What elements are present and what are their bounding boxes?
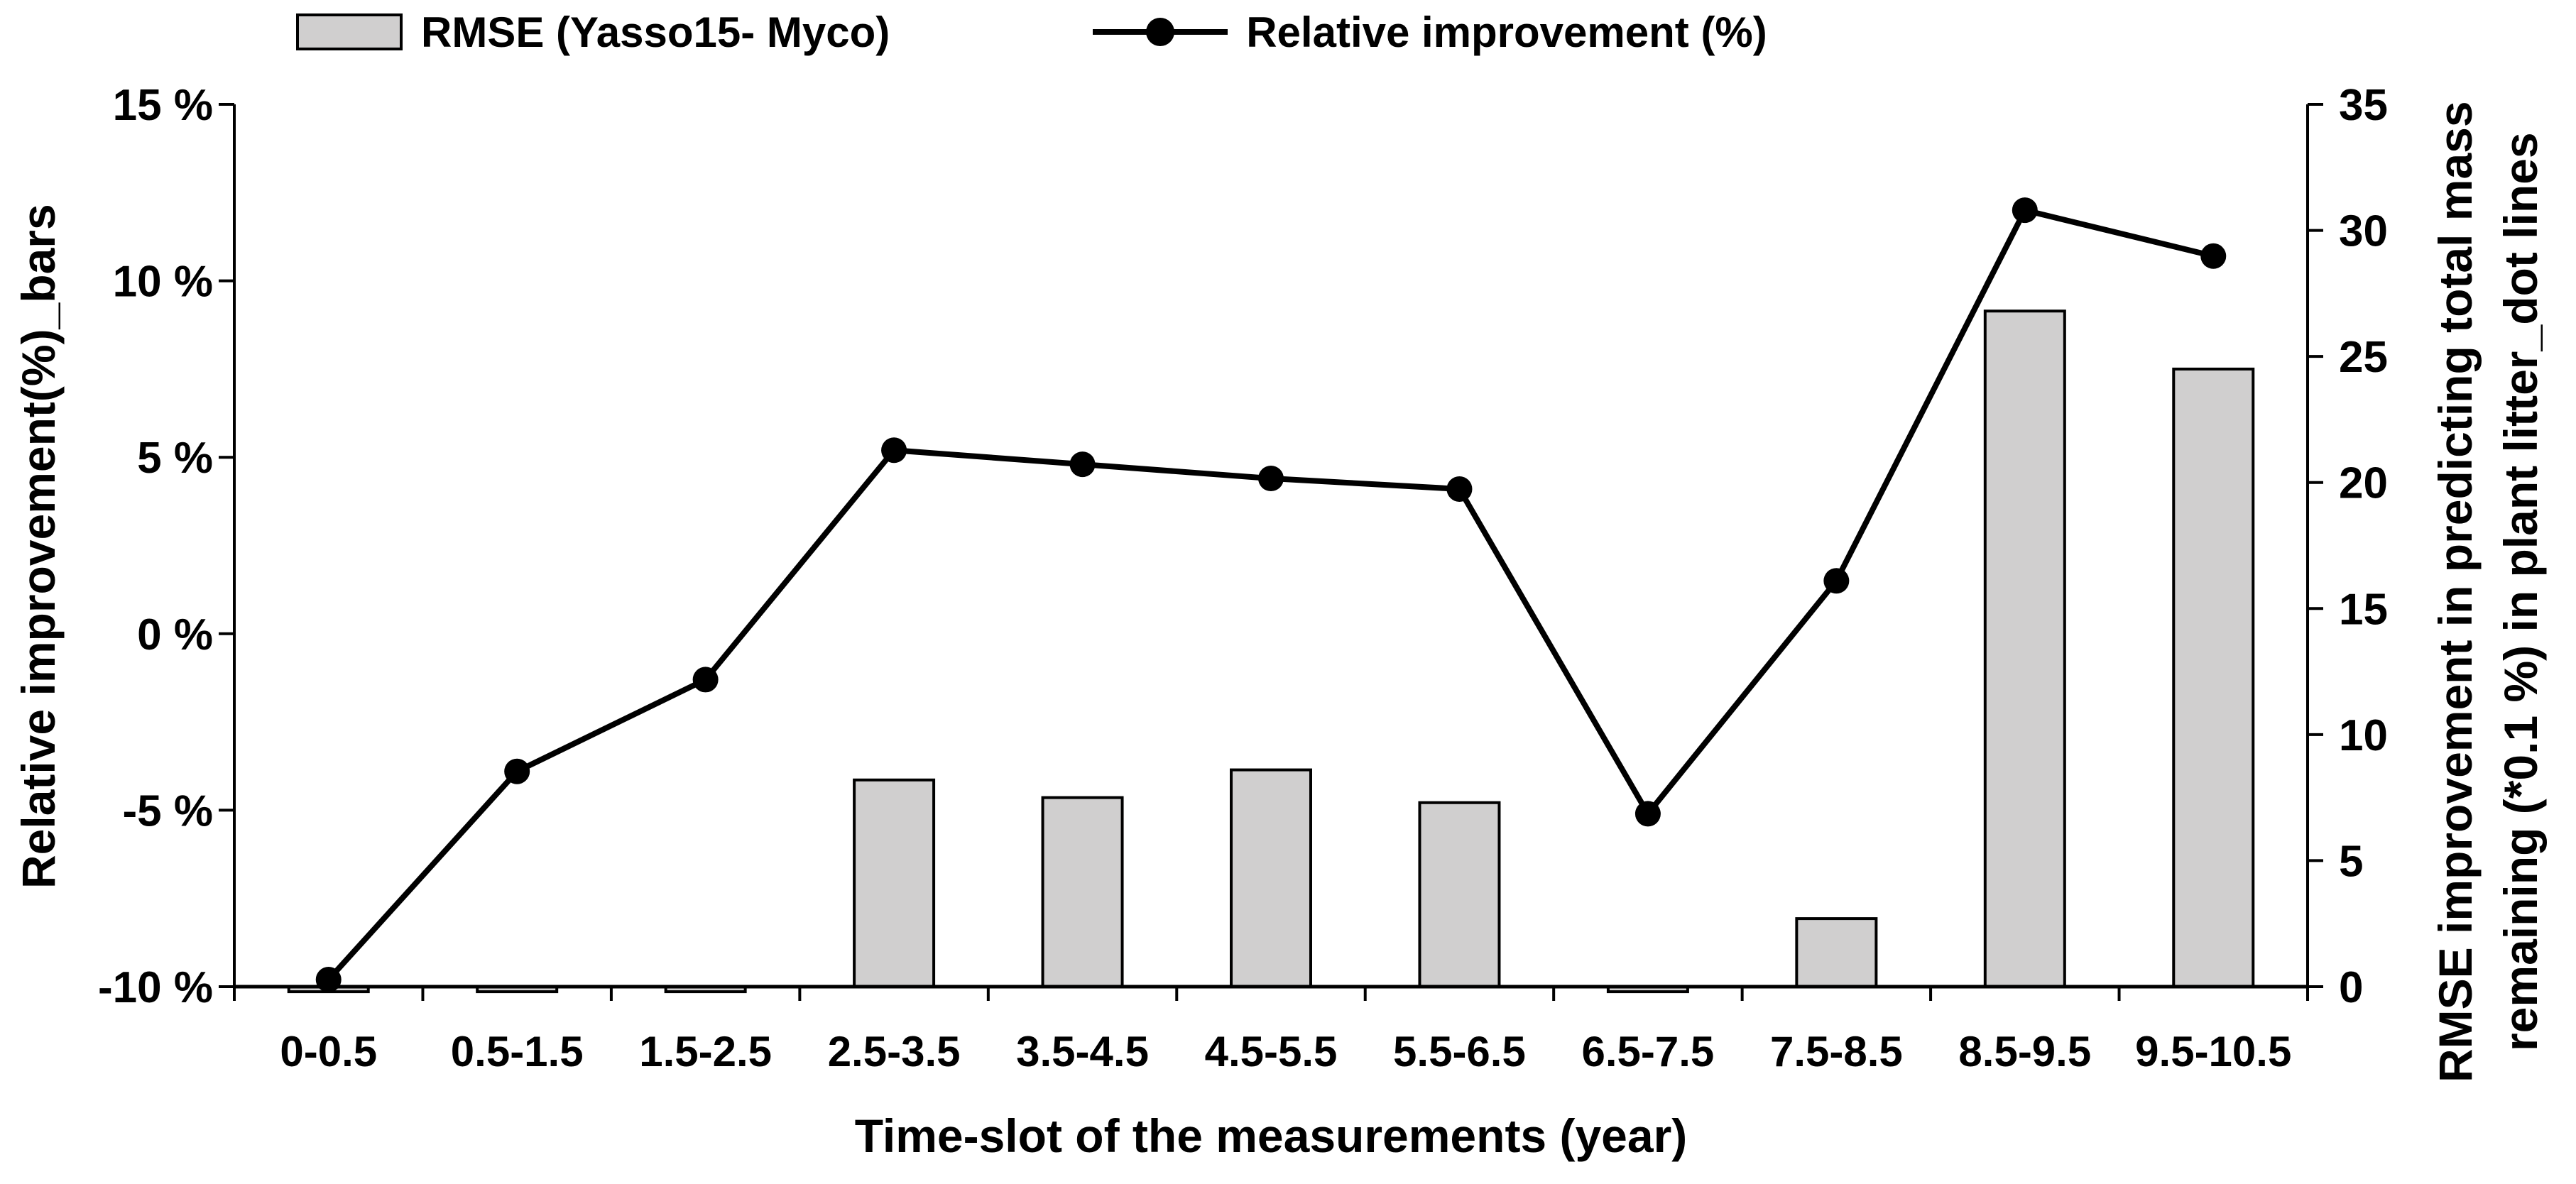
x-axis-category-label: 8.5-9.5: [1958, 1028, 2091, 1075]
data-point: [1823, 568, 1850, 594]
left-axis-tick-label: 0 %: [137, 610, 213, 659]
x-axis-category-label: 7.5-8.5: [1770, 1028, 1903, 1075]
bar: [1041, 796, 1124, 988]
right-axis-tick-label: 20: [2339, 459, 2388, 508]
left-axis-tick-label: 15 %: [113, 81, 213, 130]
left-axis-title: Relative improvement(%)_bars: [12, 204, 65, 889]
x-axis-category-label: 0-0.5: [280, 1028, 377, 1075]
bar: [1230, 768, 1312, 988]
left-axis-tick-label: -5 %: [123, 786, 213, 835]
bar: [1983, 309, 2066, 988]
bar: [2172, 367, 2255, 988]
legend-item-line-series: Relative improvement (%): [1093, 8, 1767, 57]
x-axis-category-label: 5.5-6.5: [1393, 1028, 1526, 1075]
data-point: [692, 667, 719, 693]
bar: [853, 778, 936, 988]
bar: [1795, 917, 1878, 989]
data-point: [881, 437, 907, 464]
bar: [1418, 801, 1501, 988]
data-point: [2200, 243, 2227, 269]
right-axis-tick-label: 5: [2339, 837, 2363, 886]
x-axis-category-label: 4.5-5.5: [1205, 1028, 1338, 1075]
x-axis-category-label: 0.5-1.5: [451, 1028, 584, 1075]
x-axis-category-label: 3.5-4.5: [1016, 1028, 1149, 1075]
data-point: [2012, 197, 2038, 224]
data-point: [1634, 801, 1661, 827]
legend-line-label: Relative improvement (%): [1246, 8, 1767, 56]
data-point: [1446, 476, 1473, 502]
right-axis-tick-label: 15: [2339, 585, 2388, 634]
left-axis-tick-label: 5 %: [137, 434, 213, 483]
legend: RMSE (Yasso15- Myco) Relative improvemen…: [296, 7, 1767, 57]
right-axis-title-line2: remaining (*0.1 %) in plant litter_dot l…: [2494, 132, 2547, 1052]
left-axis-tick-label: 10 %: [113, 258, 213, 307]
right-axis-tick-label: 10: [2339, 711, 2388, 760]
x-axis-category-label: 6.5-7.5: [1582, 1028, 1715, 1075]
legend-item-bar-series: RMSE (Yasso15- Myco): [296, 8, 890, 57]
bar-series-swatch-icon: [296, 13, 403, 50]
data-point: [504, 758, 530, 784]
legend-marker-dot-icon: [1146, 18, 1175, 46]
left-axis-tick-label: -10 %: [98, 963, 213, 1012]
data-point: [1258, 466, 1284, 492]
x-axis-category-label: 9.5-10.5: [2135, 1028, 2291, 1075]
right-axis-title-line1: RMSE improvement in predicting total mas…: [2429, 101, 2482, 1083]
legend-bar-label: RMSE (Yasso15- Myco): [421, 8, 890, 56]
line-series-swatch-icon: [1093, 13, 1228, 50]
right-axis-tick-label: 30: [2339, 207, 2388, 256]
right-axis-tick-label: 0: [2339, 963, 2363, 1012]
x-axis-category-label: 1.5-2.5: [639, 1028, 772, 1075]
right-axis-tick-label: 25: [2339, 333, 2388, 382]
x-axis-category-label: 2.5-3.5: [828, 1028, 961, 1075]
data-point: [1069, 451, 1096, 478]
x-axis-title: Time-slot of the measurements (year): [854, 1109, 1688, 1162]
right-axis-tick-label: 35: [2339, 81, 2388, 130]
data-point: [315, 967, 342, 993]
